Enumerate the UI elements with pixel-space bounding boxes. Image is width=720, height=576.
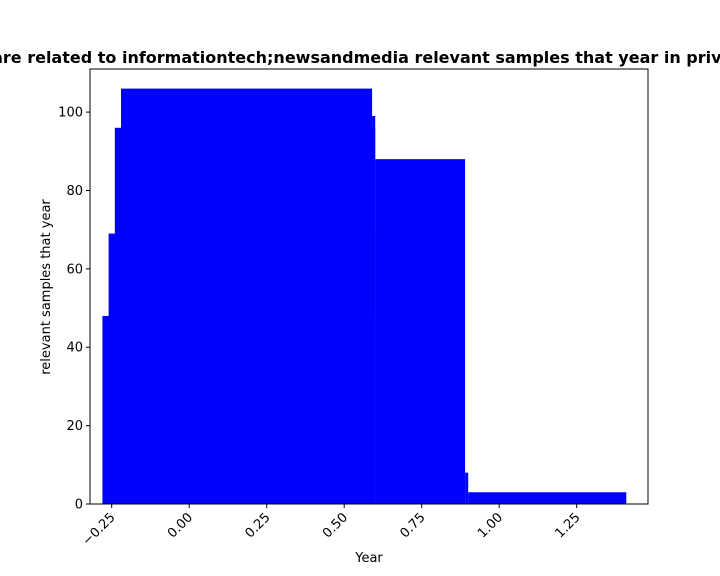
bar-7 xyxy=(468,492,627,504)
x-tick-label-4: 0.75 xyxy=(397,510,428,541)
x-axis-label: Year xyxy=(354,551,383,566)
x-tick-label-6: 1.25 xyxy=(552,510,583,541)
y-tick-label-2: 40 xyxy=(66,341,83,356)
x-tick-label-0: −0.25 xyxy=(80,510,119,549)
y-tick-label-4: 80 xyxy=(66,184,83,199)
x-tick-label-3: 0.50 xyxy=(320,510,351,541)
y-tick-label-3: 60 xyxy=(66,262,83,277)
x-tick-label-2: 0.25 xyxy=(242,510,273,541)
plot-frame xyxy=(89,68,649,505)
bar-4 xyxy=(372,116,376,504)
y-axis-label: relevant samples that year xyxy=(39,199,54,375)
chart-title: Share related to informationtech;newsand… xyxy=(0,48,720,67)
y-tick-label-5: 100 xyxy=(58,106,83,121)
bar-6 xyxy=(465,472,469,504)
x-tick-label-1: 0.00 xyxy=(165,510,196,541)
x-tick-label-5: 1.00 xyxy=(475,510,506,541)
bar-3 xyxy=(121,88,373,504)
bars-layer xyxy=(102,88,627,504)
y-tick-label-1: 20 xyxy=(66,419,83,434)
x-axis: −0.25 0.00 0.25 0.50 0.75 1.00 1.25 xyxy=(80,504,584,549)
bar-5 xyxy=(375,159,466,504)
y-tick-label-0: 0 xyxy=(75,498,83,513)
y-axis: 0 20 40 60 80 100 xyxy=(58,106,90,513)
